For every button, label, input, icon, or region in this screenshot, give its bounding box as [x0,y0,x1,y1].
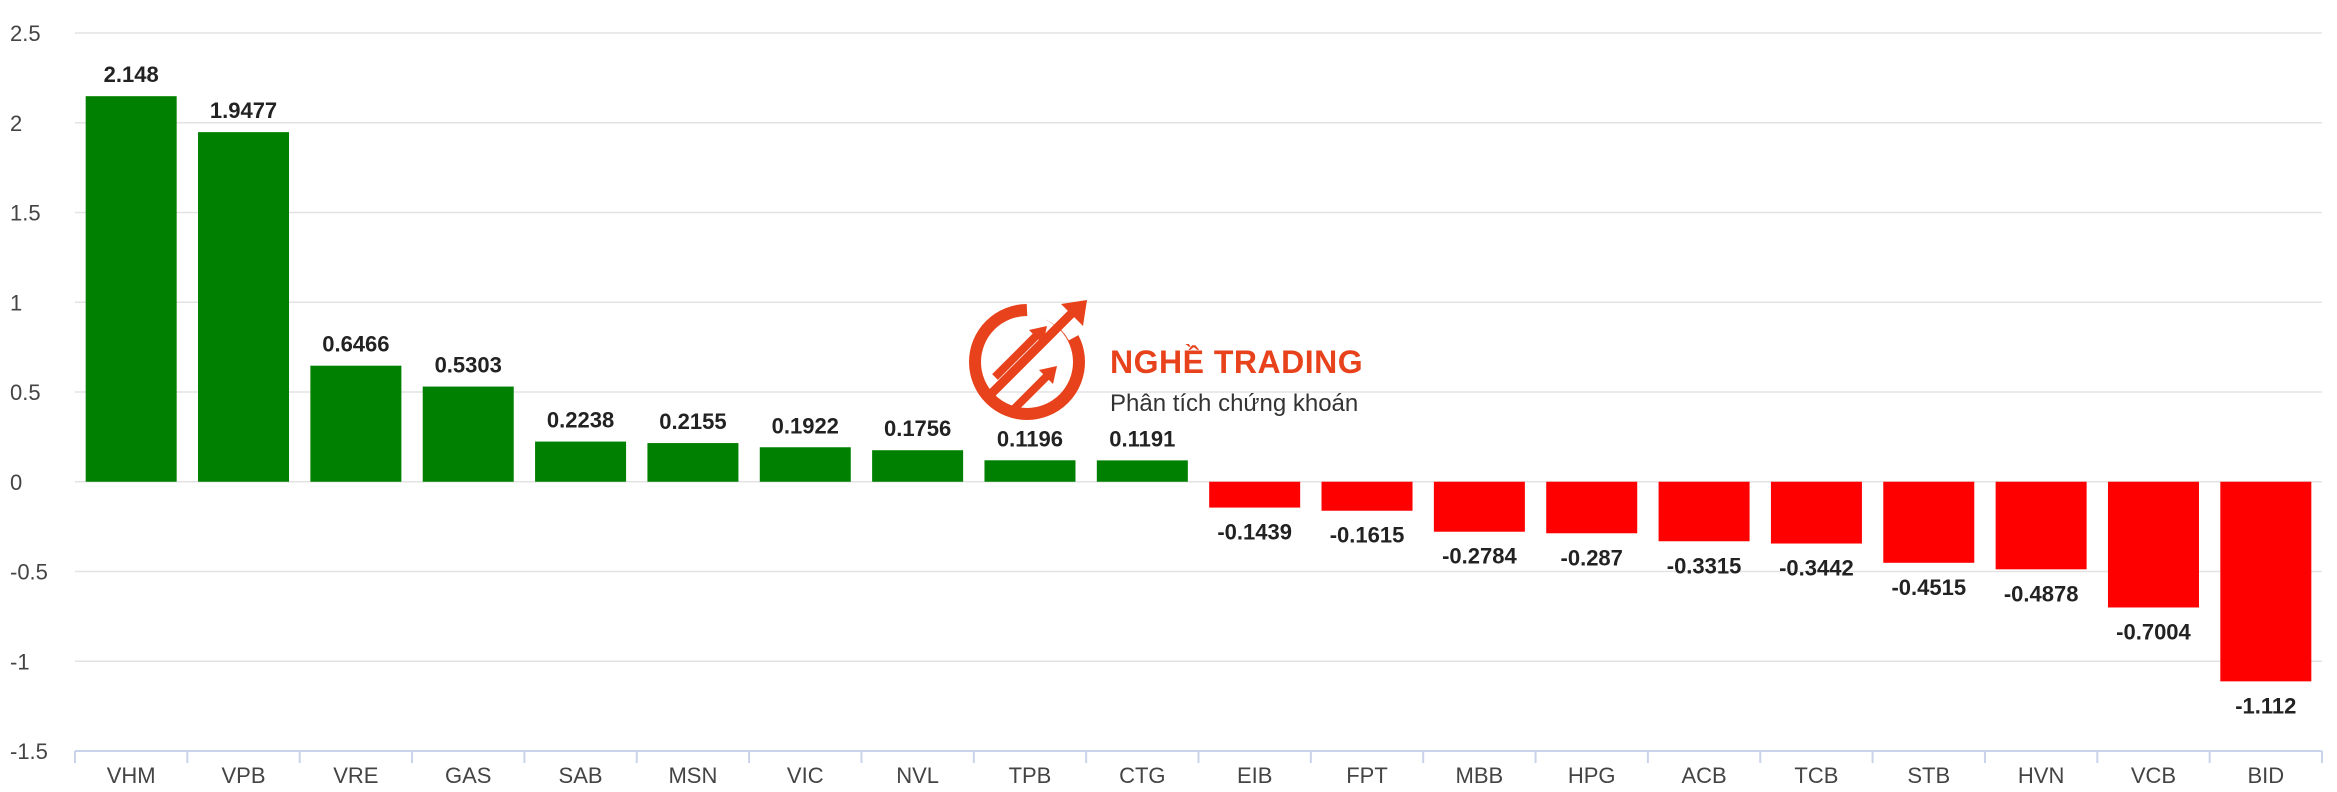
bar-acb [1658,481,1750,542]
y-tick-label: 2 [10,111,22,136]
bar-vcb [2107,481,2199,608]
bar-hpg [1546,481,1638,534]
data-label-vic: 0.1922 [772,413,839,438]
bar-gas [422,386,514,482]
bar-mbb [1433,481,1525,532]
x-category-label: MSN [668,763,717,788]
bar-ctg [1096,460,1188,482]
x-category-label: VIC [787,763,824,788]
y-tick-label: -1.5 [10,739,48,764]
x-category-label: BID [2247,763,2284,788]
data-label-vre: 0.6466 [322,332,389,357]
x-category-label: CTG [1119,763,1165,788]
bar-hvn [1995,481,2087,570]
bar-fpt [1321,481,1413,511]
data-label-hpg: -0.287 [1561,545,1623,570]
data-label-eib: -0.1439 [1217,520,1292,545]
x-category-label: TCB [1794,763,1838,788]
x-category-label: MBB [1456,763,1504,788]
data-label-sab: 0.2238 [547,408,614,433]
bar-nvl [872,450,964,482]
data-label-gas: 0.5303 [435,353,502,378]
data-label-mbb: -0.2784 [1442,544,1517,569]
x-category-label: EIB [1237,763,1272,788]
x-axis [74,750,2323,763]
data-label-acb: -0.3315 [1667,553,1742,578]
x-category-label: SAB [559,763,603,788]
data-label-vcb: -0.7004 [2116,619,2191,644]
y-tick-label: -1 [10,649,30,674]
y-tick-label: 0.5 [10,380,41,405]
y-tick-label: -0.5 [10,560,48,585]
data-label-nvl: 0.1756 [884,416,951,441]
data-label-vhm: 2.148 [104,62,159,87]
x-category-label: FPT [1346,763,1388,788]
bar-bid [2220,481,2312,682]
bar-vpb [198,132,290,482]
x-category-label: VPB [222,763,266,788]
y-tick-label: 0 [10,470,22,495]
x-category-label: HPG [1568,763,1616,788]
bars [85,96,2312,682]
x-category-label: HVN [2018,763,2064,788]
x-axis-category-labels: VHM VPB VRE GAS SAB MSN VIC NVL TPB CTG EIB FPT MBB H… [107,763,2284,788]
x-category-label: VRE [333,763,378,788]
bar-vic [759,447,851,482]
bar-sab [535,441,627,482]
y-tick-label: 2.5 [10,21,41,46]
x-category-label: VHM [107,763,156,788]
watermark-subtitle: Phân tích chứng khoán [1110,390,1359,417]
x-category-label: STB [1907,763,1950,788]
data-label-tpb: 0.1196 [997,426,1063,451]
bar-tpb [984,460,1076,482]
data-label-bid: -1.112 [2235,693,2296,718]
y-axis-tick-labels: 2.5 2 1.5 1 0.5 0 -0.5 -1 -1.5 [10,21,48,764]
bar-vhm [85,96,177,482]
data-labels: 2.148 1.9477 0.6466 0.5303 0.2238 0.2155 0.192… [104,62,2297,718]
data-label-hvn: -0.4878 [2004,581,2079,606]
bar-stb [1883,481,1975,563]
y-tick-label: 1 [10,290,22,315]
data-label-fpt: -0.1615 [1330,523,1405,548]
data-label-tcb: -0.3442 [1779,556,1854,581]
bar-vre [310,365,402,482]
data-label-stb: -0.4515 [1891,575,1966,600]
watermark-logo: NGHỀ TRADING Phân tích chứng khoán [965,292,1365,432]
x-category-label: TPB [1009,763,1052,788]
data-label-ctg: 0.1191 [1109,426,1175,451]
bar-tcb [1770,481,1862,544]
watermark-title: NGHỀ TRADING [1110,344,1364,380]
bar-msn [647,443,739,482]
data-label-msn: 0.2155 [659,409,726,434]
x-category-label: ACB [1681,763,1726,788]
y-tick-label: 1.5 [10,201,41,226]
bar-eib [1209,481,1301,508]
trading-arrows-icon [969,300,1087,420]
x-category-label: NVL [896,763,939,788]
x-category-label: VCB [2131,763,2176,788]
data-label-vpb: 1.9477 [210,98,277,123]
x-category-label: GAS [445,763,491,788]
